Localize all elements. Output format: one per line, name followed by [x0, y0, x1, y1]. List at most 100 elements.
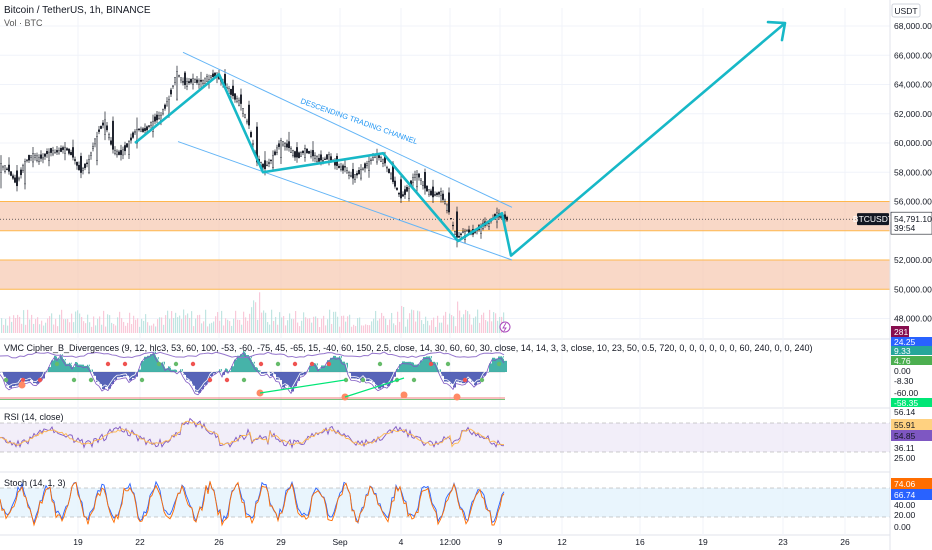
volume-bar [477, 309, 479, 333]
volume-bar [367, 324, 369, 333]
volume-bar [321, 318, 323, 333]
candle-body [400, 179, 402, 199]
volume-bar [369, 325, 371, 333]
volume-bar [439, 322, 441, 333]
volume-bar [93, 316, 95, 333]
current-price-tag: 54,791.10 [894, 214, 932, 224]
candle-body [180, 77, 182, 81]
candle-body [456, 211, 458, 238]
vmc-wave-bar [378, 372, 381, 389]
candle-body [378, 155, 380, 158]
candle-body [232, 85, 234, 97]
candle-body [86, 162, 88, 165]
candle-body [386, 166, 388, 169]
volume-bar [147, 322, 149, 333]
volume-bar [57, 326, 59, 333]
volume-bar [269, 324, 271, 333]
price-axis[interactable]: USDT 48,000.00 50,000.00 52,000.00 56,000.00… [853, 0, 932, 550]
vmc-wave-bar [339, 356, 342, 372]
volume-bar [29, 319, 31, 333]
volume-bar [1, 318, 3, 333]
rsi-pane-label[interactable]: RSI (14, close) [4, 412, 64, 422]
candle-body [158, 115, 160, 119]
volume-bar [217, 312, 219, 333]
volume-bar [481, 314, 483, 333]
volume-bar [447, 324, 449, 333]
candle-body [12, 175, 14, 179]
vmc-wave-bar [18, 372, 21, 385]
vmc-wave-bar [369, 372, 372, 381]
vmc-wave-bar [303, 372, 306, 375]
candle-body [190, 79, 192, 83]
vmc-wave-bar [159, 362, 162, 372]
candle-body [372, 157, 374, 161]
symbol-title[interactable]: Bitcoin / TetherUS, 1h, BINANCE [4, 5, 151, 16]
candle-body [58, 150, 60, 155]
volume-bar [131, 324, 133, 333]
candle-body [436, 192, 438, 196]
volume-bar [303, 312, 305, 333]
candle-body [150, 122, 152, 126]
symbol-tag: BTCUSDT [853, 214, 893, 224]
vmc-wave-bar [321, 365, 324, 372]
volume-bar [161, 317, 163, 333]
vmc-wave-bar [165, 368, 168, 372]
vmc-wave-bar [183, 372, 186, 375]
stoch-value-tag-bg [891, 478, 932, 489]
candle-body [30, 155, 32, 158]
candle-body [462, 231, 464, 233]
candle-body [262, 163, 264, 168]
candle-body [98, 129, 100, 132]
volume-bar [281, 317, 283, 333]
volume-bar [31, 314, 33, 333]
vmc-signal-dot [224, 377, 230, 383]
time-axis[interactable]: 19 22 26 29 Sep 4 12:00 9 12 16 19 23 26 [73, 537, 850, 547]
volume-bar [211, 322, 213, 333]
vmc-wave-bar [255, 367, 258, 372]
candle-body [292, 150, 294, 156]
volume-bar [83, 321, 85, 333]
candle-body [278, 143, 280, 147]
vmc-pane-label[interactable]: VMC Cipher_B_Divergences (9, 12, hlc3, 5… [4, 343, 813, 353]
candle-body [182, 81, 184, 83]
vmc-wave-bar [30, 372, 33, 381]
vmc-wave-bar [375, 372, 378, 387]
candle-body [62, 147, 64, 150]
vmc-wave-bar [240, 354, 243, 372]
candle-body [282, 141, 284, 146]
candle-body [454, 231, 456, 236]
candle-body [118, 151, 120, 155]
vmc-wave-bar [354, 372, 357, 379]
vmc-wave-bar [396, 369, 399, 372]
candle-body [88, 159, 90, 173]
volume-bar [299, 326, 301, 333]
volume-bar [445, 311, 447, 333]
candle-body [366, 163, 368, 166]
candle-body [112, 120, 114, 150]
channel-upper-line [182, 51, 513, 208]
vmc-value-tag-bg [891, 398, 932, 407]
vmc-wave-bar [465, 372, 468, 383]
vmc-wave-bar [66, 363, 69, 372]
volume-bar [249, 313, 251, 333]
stoch-pane-label[interactable]: Stoch (14, 1, 3) [4, 478, 66, 488]
volume-bar [305, 317, 307, 333]
volume-bar [111, 322, 113, 333]
candle-body [450, 218, 452, 220]
volume-bar [397, 311, 399, 333]
volume-bar [483, 312, 485, 333]
candle-body [272, 155, 274, 169]
volume-bar [103, 310, 105, 333]
vmc-wt2-line [0, 352, 505, 396]
candle-body [288, 141, 290, 149]
candle-body [488, 223, 490, 227]
volume-legend[interactable]: Vol · BTC [4, 18, 43, 28]
volume-bar [127, 322, 129, 333]
candle-body [266, 164, 268, 167]
vmc-value-tag: 4.76 [894, 356, 911, 366]
volume-bar [331, 323, 333, 333]
volume-bar [3, 324, 5, 333]
volume-bar [341, 315, 343, 333]
candle-body [74, 159, 76, 161]
